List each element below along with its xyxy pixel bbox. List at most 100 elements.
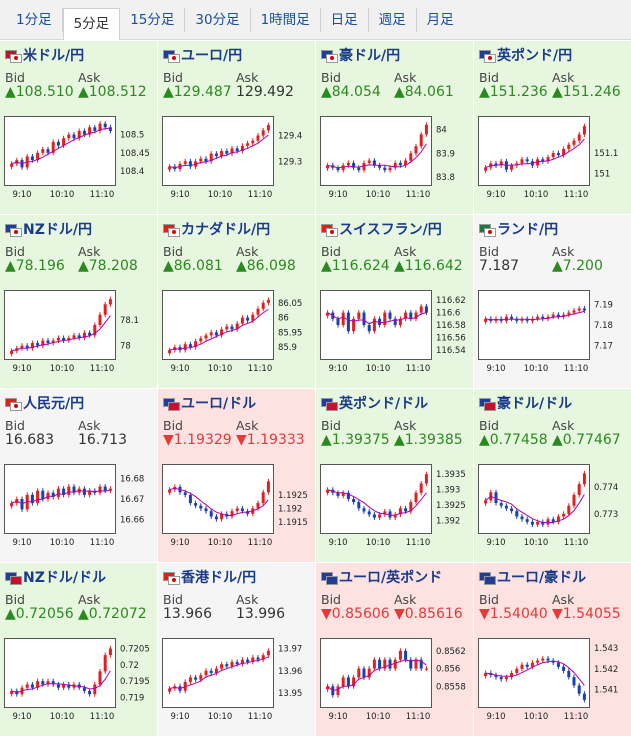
rate-card[interactable]: 豪ドル/ドル Bid Ask ▲0.77458 ▲0.77467 0.774 0.773 9:… [474, 389, 631, 562]
mini-chart[interactable]: 0.8562 0.856 0.8558 9:10 10:10 11:10 [320, 638, 468, 728]
mini-chart[interactable]: 0.774 0.773 9:10 10:10 11:10 [478, 464, 626, 554]
rate-card-header: 英ポンド/ドル [321, 394, 468, 412]
bid-price: ▲0.77458 [479, 432, 548, 448]
candle [251, 140, 255, 144]
rate-card[interactable]: 豪ドル/円 Bid Ask ▲84.054 ▲84.061 84 83.9 83.8 9:10 1… [316, 41, 473, 214]
rate-card[interactable]: 米ドル/円 Bid Ask ▲108.510 ▲108.512 108.5 108.45 10… [0, 41, 157, 214]
rate-card[interactable]: ユーロ/英ポンド Bid Ask ▼0.85606 ▼0.85616 0.8562 0.85… [316, 563, 473, 736]
bid-ask-prices: ▲116.624 ▲116.642 [321, 258, 468, 274]
x-tick-label: 11:10 [406, 712, 431, 722]
pair-name[interactable]: 豪ドル/円 [339, 48, 401, 64]
candle [199, 158, 203, 162]
mini-chart[interactable]: 129.4 129.3 9:10 10:10 11:10 [162, 116, 310, 206]
pair-name[interactable]: ユーロ/英ポンド [339, 570, 443, 586]
pair-name[interactable]: NZドル/ドル [23, 570, 106, 586]
mini-chart[interactable]: 1.543 1.542 1.541 9:10 10:10 11:10 [478, 638, 626, 728]
ask-price: 129.492 [236, 84, 294, 100]
bid-label: Bid [163, 70, 183, 85]
rate-card[interactable]: ランド/円 Bid Ask 7.187 ▲7.200 7.19 7.18 7.17 9:10 10… [474, 215, 631, 388]
candle [536, 159, 540, 166]
y-tick-label: 151 [594, 170, 610, 180]
pair-name[interactable]: 英ポンド/ドル [339, 396, 429, 412]
ask-label: Ask [236, 592, 259, 607]
pair-name[interactable]: ユーロ/豪ドル [497, 570, 587, 586]
bid-label: Bid [321, 592, 341, 607]
x-tick-label: 9:10 [328, 364, 347, 374]
rate-card[interactable]: 人民元/円 Bid Ask 16.683 16.713 16.68 16.67 16.66 9:… [0, 389, 157, 562]
y-tick-label: 13.96 [278, 667, 302, 677]
tab-1[interactable]: 5分足 [62, 8, 121, 40]
pair-name[interactable]: カナダドル/円 [181, 222, 271, 238]
rate-card[interactable]: NZドル/円 Bid Ask ▲78.196 ▲78.208 78.1 78 9:10 10:1… [0, 215, 157, 388]
pair-name[interactable]: 香港ドル/円 [181, 570, 257, 586]
tab-5[interactable]: 日足 [321, 7, 369, 32]
mini-chart[interactable]: 78.1 78 9:10 10:10 11:10 [4, 290, 152, 380]
mini-chart[interactable]: 1.3935 1.393 1.3925 1.392 9:10 10:10 11:10 [320, 464, 468, 554]
tab-7[interactable]: 月足 [426, 11, 454, 28]
mini-chart[interactable]: 108.5 108.45 108.4 9:10 10:10 11:10 [4, 116, 152, 206]
mini-chart[interactable]: 7.19 7.18 7.17 9:10 10:10 11:10 [478, 290, 626, 380]
candle [266, 299, 270, 303]
rate-card[interactable]: 香港ドル/円 Bid Ask 13.966 13.996 13.97 13.96 13.95 9… [158, 563, 315, 736]
pair-name[interactable]: NZドル/円 [23, 222, 92, 238]
candle [230, 511, 234, 517]
tab-3[interactable]: 30分足 [185, 7, 251, 32]
pair-name[interactable]: 米ドル/円 [23, 48, 85, 64]
us-flag-icon [10, 575, 22, 585]
mini-chart[interactable]: 86.05 86 85.95 85.9 9:10 10:10 11:10 [162, 290, 310, 380]
candle [577, 308, 581, 311]
candle [419, 306, 423, 313]
tab-0[interactable]: 1分足 [6, 7, 63, 32]
candle [93, 325, 97, 336]
tab-6[interactable]: 週足 [369, 7, 417, 32]
mini-chart[interactable]: 16.68 16.67 16.66 9:10 10:10 11:10 [4, 464, 152, 554]
candle [383, 659, 387, 669]
jp-flag-icon [168, 227, 180, 237]
candle [168, 166, 172, 170]
mini-chart[interactable]: 84 83.9 83.8 9:10 10:10 11:10 [320, 116, 468, 206]
candle [235, 148, 239, 151]
ask-label: Ask [394, 418, 417, 433]
mini-chart[interactable]: 116.62 116.6 116.58 116.56 116.54 9:10 10:10 11… [320, 290, 468, 380]
rate-card[interactable]: ユーロ/豪ドル Bid Ask ▼1.54040 ▼1.54055 1.543 1.542 1… [474, 563, 631, 736]
candle [62, 337, 66, 341]
mini-chart[interactable]: 13.97 13.96 13.95 9:10 10:10 11:10 [162, 638, 310, 728]
candle [168, 489, 172, 493]
rate-card[interactable]: カナダドル/円 Bid Ask ▲86.081 ▲86.098 86.05 86 85.95 8… [158, 215, 315, 388]
candle [520, 318, 524, 321]
rate-card[interactable]: ユーロ/円 Bid Ask ▲129.487 129.492 129.4 129.3 9:10… [158, 41, 315, 214]
rate-card[interactable]: スイスフラン/円 Bid Ask ▲116.624 ▲116.642 116.62 116.… [316, 215, 473, 388]
candle [409, 153, 413, 161]
rate-card[interactable]: ユーロ/ドル Bid Ask ▼1.19329 ▼1.19333 1.1925 1.192 1… [158, 389, 315, 562]
x-tick-label: 9:10 [12, 364, 31, 374]
mini-chart[interactable]: 151.1 151 9:10 10:10 11:10 [478, 116, 626, 206]
tab-4[interactable]: 1時間足 [251, 7, 321, 32]
candle [261, 492, 265, 504]
candle [378, 514, 382, 518]
moving-average-line [11, 489, 111, 505]
rate-card[interactable]: 英ポンド/円 Bid Ask ▲151.236 ▲151.246 151.1 151 9:10… [474, 41, 631, 214]
ask-price: ▲0.77467 [552, 432, 621, 448]
candle [398, 162, 402, 166]
pair-name[interactable]: ランド/円 [497, 222, 559, 238]
pair-name[interactable]: スイスフラン/円 [339, 222, 442, 238]
pair-name[interactable]: 人民元/円 [23, 396, 85, 412]
pair-name[interactable]: ユーロ/ドル [181, 396, 257, 412]
ask-price: 16.713 [78, 432, 127, 448]
chart-plot-area [478, 290, 590, 360]
pair-name[interactable]: ユーロ/円 [181, 48, 243, 64]
candle [414, 492, 418, 503]
tab-2[interactable]: 15分足 [120, 7, 186, 32]
candle [240, 317, 244, 324]
mini-chart[interactable]: 0.7205 0.72 0.7195 0.719 9:10 10:10 11:10 [4, 638, 152, 728]
candle [261, 130, 265, 136]
x-tick-label: 11:10 [248, 190, 273, 200]
rate-card[interactable]: 英ポンド/ドル Bid Ask ▲1.39375 ▲1.39385 1.3935 1.393… [316, 389, 473, 562]
pair-name[interactable]: 英ポンド/円 [497, 48, 573, 64]
rate-card[interactable]: NZドル/ドル Bid Ask ▲0.72056 ▲0.72072 0.7205 0.72 0… [0, 563, 157, 736]
rate-card-header: ランド/円 [479, 220, 626, 238]
candle [567, 312, 571, 315]
pair-name[interactable]: 豪ドル/ドル [497, 396, 573, 412]
mini-chart[interactable]: 1.1925 1.192 1.1915 9:10 10:10 11:10 [162, 464, 310, 554]
bid-label: Bid [163, 418, 183, 433]
